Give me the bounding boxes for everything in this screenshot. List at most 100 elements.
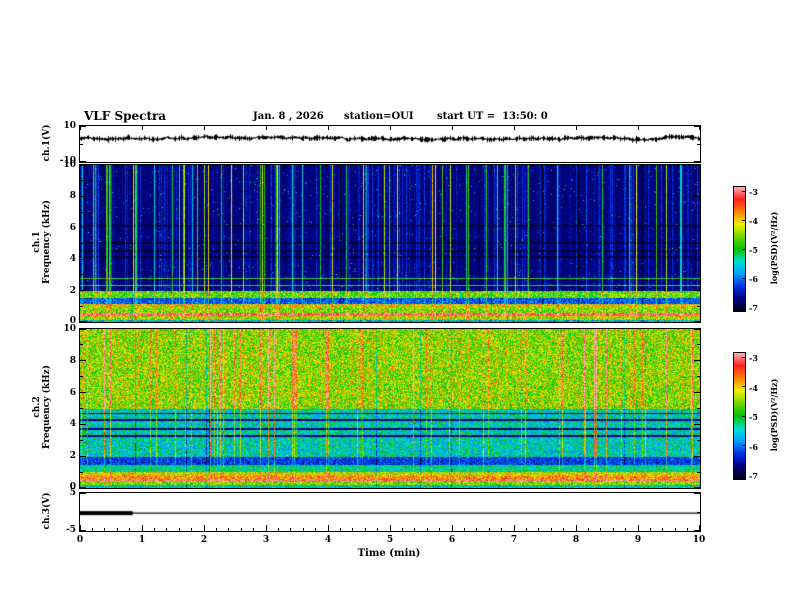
x-axis-title: Time (min) [357, 548, 421, 559]
x-tick-label: 10 [692, 535, 706, 545]
y-minor-tick [697, 439, 700, 441]
x-minor-tick [339, 528, 341, 531]
y-tick-label: 6 [69, 222, 76, 233]
y-tick [694, 486, 700, 488]
y-tick [80, 455, 86, 457]
x-minor-tick [377, 528, 379, 531]
y-tick [80, 392, 86, 394]
y-tick-label: 8 [69, 191, 76, 202]
x-minor-tick [662, 528, 664, 531]
x-minor-tick [649, 528, 651, 531]
x-tick [451, 525, 453, 531]
colorbar-tick-label: -6 [749, 274, 758, 284]
x-tick [141, 525, 143, 531]
ch1-voltage-panel [79, 125, 701, 163]
y-tick [694, 360, 700, 362]
x-minor-tick [439, 528, 441, 531]
y-minor-tick [697, 511, 700, 513]
y-tick-label: 4 [69, 254, 76, 265]
colorbar-tick [742, 190, 745, 192]
ch3-voltage-ylabel: ch.3(V) [42, 492, 52, 530]
y-tick [694, 195, 700, 197]
y-tick-label: 5 [69, 488, 76, 498]
y-tick [694, 492, 700, 494]
y-tick [694, 290, 700, 292]
y-tick-label: 6 [69, 387, 76, 398]
y-tick [80, 258, 86, 260]
y-minor-tick [80, 344, 83, 346]
ch2-spectrogram-ylabel: ch.2 Frequency (kHz) [32, 365, 52, 449]
y-tick [694, 227, 700, 229]
x-tick [79, 126, 81, 130]
y-tick [694, 320, 700, 322]
y-minor-tick [80, 143, 83, 145]
colorbar-tick [742, 219, 745, 221]
plot-station: station=OUI [344, 111, 414, 122]
colorbar-ch1-label: log(PSD)(V²/Hz) [769, 211, 779, 285]
x-minor-tick [563, 528, 565, 531]
colorbar-tick [742, 306, 745, 308]
x-tick [203, 126, 205, 130]
x-minor-tick [228, 528, 230, 531]
x-minor-tick [414, 528, 416, 531]
colorbar-tick [742, 277, 745, 279]
x-minor-tick [91, 528, 93, 531]
colorbar-tick-label: -7 [749, 471, 758, 481]
y-minor-tick [697, 211, 700, 213]
y-minor-tick [697, 305, 700, 307]
y-tick [694, 160, 700, 162]
x-minor-tick [587, 528, 589, 531]
y-tick [694, 455, 700, 457]
y-tick-label: 10 [63, 324, 76, 334]
ch1-spectrogram-ylabel-line2: Frequency (kHz) [42, 199, 52, 285]
x-minor-tick [277, 528, 279, 531]
x-minor-tick [191, 528, 193, 531]
y-tick-label: 2 [69, 451, 76, 462]
ch2-spectrogram-ylabel-line1: ch.2 [32, 396, 42, 418]
y-tick [80, 160, 86, 162]
x-tick [451, 126, 453, 130]
colorbar-tick-label: -3 [749, 353, 758, 363]
x-minor-tick [240, 528, 242, 531]
y-tick [694, 258, 700, 260]
x-tick-label: 3 [262, 535, 270, 545]
x-tick [327, 525, 329, 531]
y-minor-tick [80, 471, 83, 473]
y-minor-tick [697, 471, 700, 473]
x-minor-tick [401, 528, 403, 531]
x-tick [389, 525, 391, 531]
x-minor-tick [463, 528, 465, 531]
colorbar-tick-label: -7 [749, 303, 758, 313]
colorbar-ch2-label: log(PSD)(V²/Hz) [769, 378, 779, 452]
y-minor-tick [80, 305, 83, 307]
y-minor-tick [697, 180, 700, 182]
x-tick [327, 126, 329, 130]
x-minor-tick [290, 528, 292, 531]
y-minor-tick [80, 511, 83, 513]
y-minor-tick [697, 143, 700, 145]
x-minor-tick [600, 528, 602, 531]
x-tick [141, 126, 143, 130]
x-tick-label: 2 [200, 535, 208, 545]
ch1-spectrogram [80, 165, 700, 322]
y-tick [694, 328, 700, 330]
y-tick [80, 164, 86, 166]
x-tick [637, 126, 639, 130]
y-minor-tick [697, 408, 700, 409]
y-tick-label: 0 [69, 482, 76, 492]
y-minor-tick [80, 439, 83, 441]
y-tick-label: 10 [63, 160, 76, 170]
x-tick-label: 6 [448, 535, 456, 545]
x-minor-tick [674, 528, 676, 531]
x-tick-label: 9 [634, 535, 642, 545]
x-tick [265, 126, 267, 130]
y-minor-tick [80, 243, 83, 244]
ch1-spectrogram-ylabel-line1: ch.1 [32, 231, 42, 253]
colorbar-tick-label: -4 [749, 382, 758, 393]
colorbar-tick-label: -4 [749, 216, 758, 226]
y-tick-label: 8 [69, 355, 76, 366]
plot-start-ut: start UT = 13:50: 0 [437, 111, 548, 122]
x-tick-label: 4 [324, 535, 332, 545]
y-minor-tick [697, 274, 700, 276]
